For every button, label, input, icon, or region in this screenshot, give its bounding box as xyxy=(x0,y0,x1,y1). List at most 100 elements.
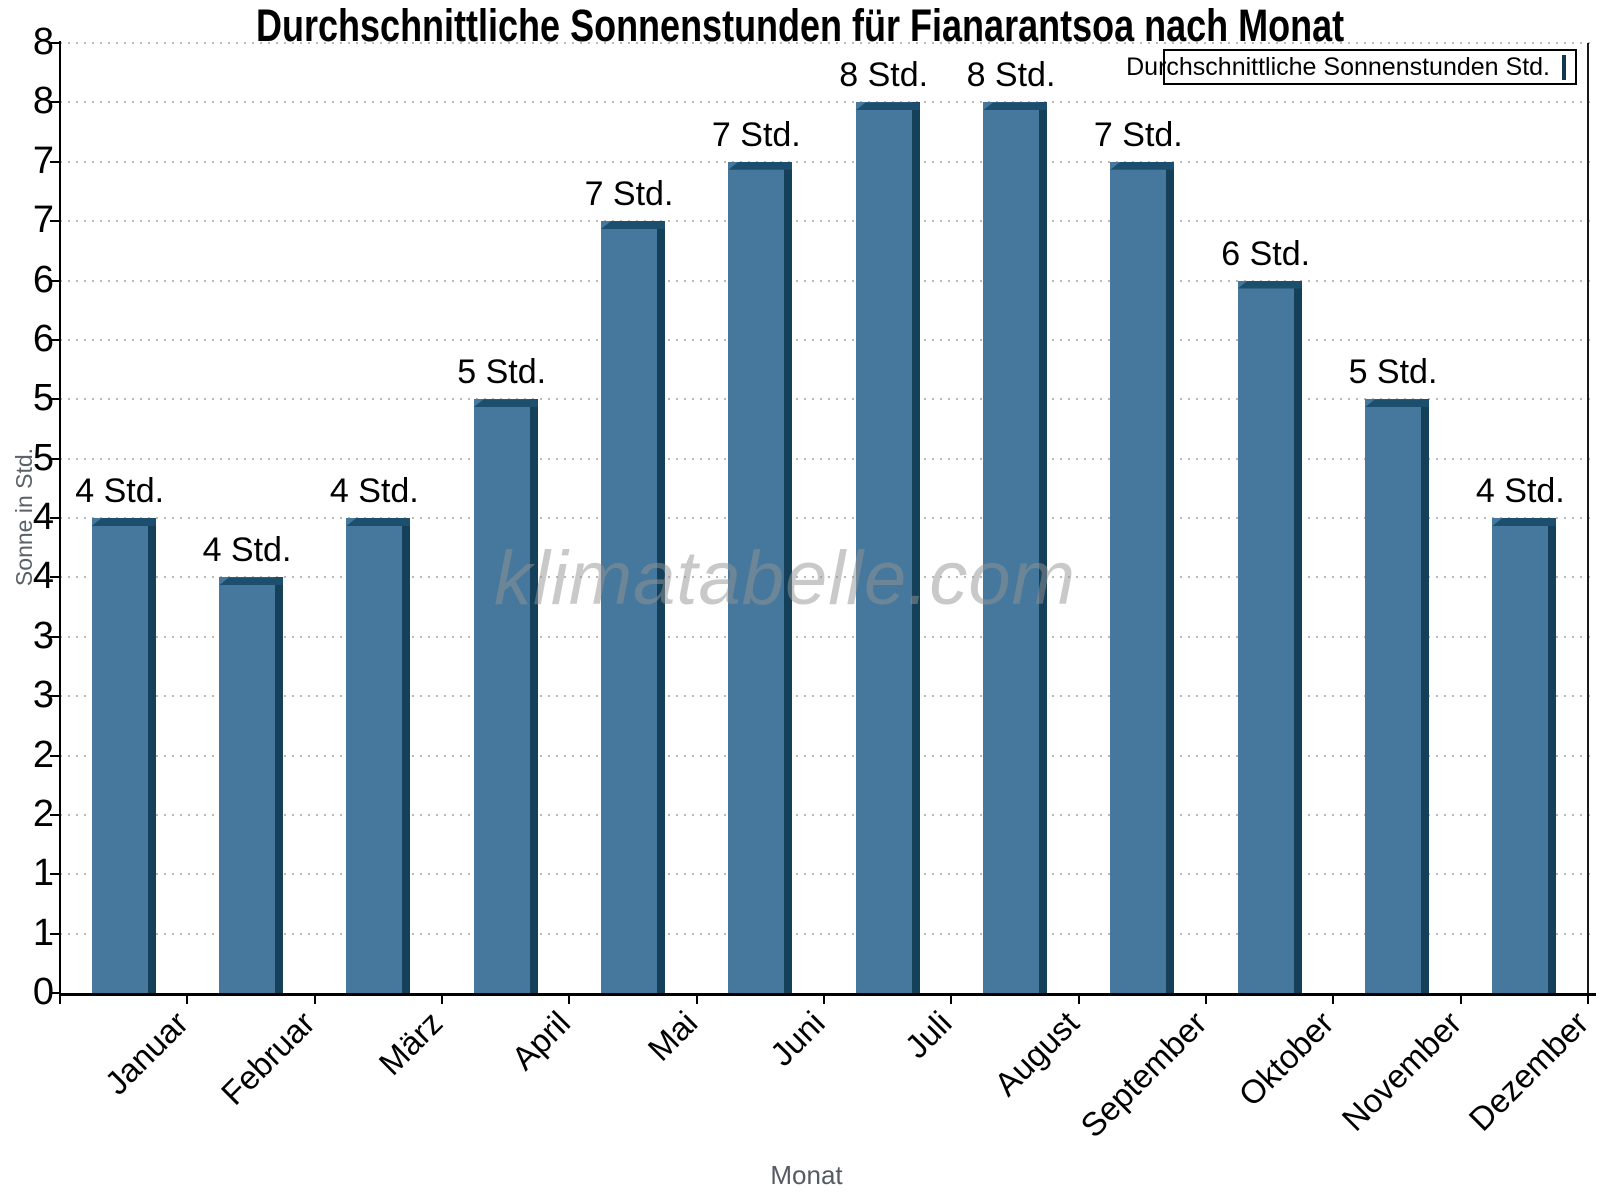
bar-value-label: 5 Std. xyxy=(1348,353,1438,392)
y-tick-label: 2 xyxy=(32,733,54,776)
gridline xyxy=(60,101,1596,104)
bar-juni xyxy=(728,161,793,993)
x-axis-tick xyxy=(823,993,825,1004)
bar-face xyxy=(473,399,538,993)
y-tick-label: 6 xyxy=(32,258,54,301)
bar-3d-side xyxy=(657,221,665,993)
x-tick-label-juni: Juni xyxy=(762,1004,832,1073)
y-axis-tick xyxy=(50,338,60,341)
bar-september xyxy=(1110,161,1175,993)
y-tick-label: 4 xyxy=(32,555,54,598)
bar-3d-side xyxy=(784,161,793,993)
y-tick-label: 7 xyxy=(32,139,54,182)
y-axis-tick xyxy=(50,517,60,519)
bar-value-label: 8 Std. xyxy=(839,56,929,95)
bar-3d-top xyxy=(728,161,793,170)
y-tick-label: 1 xyxy=(32,911,54,954)
x-axis-tick xyxy=(695,993,698,1004)
y-axis-tick xyxy=(50,873,60,876)
gridline xyxy=(60,576,1596,579)
x-tick-label-oktober: Oktober xyxy=(1231,1004,1341,1114)
x-axis-tick xyxy=(1077,993,1080,1004)
y-tick-label: 3 xyxy=(32,614,54,657)
plot-right-border xyxy=(1587,43,1589,993)
bar-face xyxy=(1237,280,1302,993)
x-tick-label-dezember: Dezember xyxy=(1461,1004,1596,1138)
y-axis-tick xyxy=(50,279,60,282)
y-tick-label: 4 xyxy=(32,496,54,538)
gridline xyxy=(60,754,1596,757)
bar-februar xyxy=(219,577,283,993)
y-tick-label: 0 xyxy=(32,971,54,1013)
bar-november xyxy=(1365,399,1429,993)
bar-face xyxy=(91,518,156,993)
x-axis-tick xyxy=(59,993,61,1004)
bar-3d-top xyxy=(473,399,538,408)
bar-3d-side xyxy=(1421,399,1429,993)
bar-3d-side xyxy=(529,399,538,993)
bar-value-label: 6 Std. xyxy=(1221,234,1311,273)
bar-3d-side xyxy=(1166,161,1175,993)
x-axis-tick xyxy=(1459,993,1462,1004)
bar-3d-side xyxy=(1548,518,1557,993)
bar-3d-side xyxy=(402,518,411,993)
legend-label: Durchschnittliche Sonnenstunden Std. xyxy=(1126,52,1550,81)
bar-face xyxy=(1365,399,1429,993)
bar-3d-side xyxy=(1293,280,1302,993)
y-tick-label: 5 xyxy=(32,377,54,420)
y-axis-tick xyxy=(50,42,60,44)
bar-value-label: 8 Std. xyxy=(966,56,1056,95)
bar-3d-top xyxy=(1110,161,1175,170)
gridline xyxy=(60,42,1596,44)
y-axis-tick xyxy=(50,635,60,638)
legend-swatch-icon xyxy=(1562,54,1566,80)
bar-3d-top xyxy=(601,221,665,230)
bar-3d-top xyxy=(346,518,411,526)
bar-3d-top xyxy=(91,518,156,526)
y-axis-tick xyxy=(50,695,60,698)
bar-face xyxy=(346,518,411,993)
bar-3d-side xyxy=(1039,102,1047,993)
x-axis-tick xyxy=(950,993,953,1004)
x-tick-label-november: November xyxy=(1334,1004,1469,1138)
bar-märz xyxy=(346,518,411,993)
x-tick-label-april: April xyxy=(503,1004,577,1077)
bar-3d-top xyxy=(1365,399,1429,408)
x-axis-tick xyxy=(1332,993,1335,1004)
y-axis-tick xyxy=(50,160,60,163)
y-tick-label: 7 xyxy=(32,199,54,242)
x-tick-label-september: September xyxy=(1073,1004,1214,1145)
gridline xyxy=(60,220,1596,223)
gridline xyxy=(60,457,1596,460)
gridline xyxy=(60,695,1596,698)
x-tick-label-januar: Januar xyxy=(97,1004,195,1102)
y-tick-label: 6 xyxy=(32,317,54,360)
bar-3d-top xyxy=(1237,280,1302,289)
bar-mai xyxy=(601,221,665,993)
y-axis-line xyxy=(59,41,61,995)
y-tick-label: 3 xyxy=(32,674,54,717)
bar-august xyxy=(983,102,1047,993)
y-tick-label: 8 xyxy=(32,21,54,63)
y-tick-label: 2 xyxy=(32,792,54,835)
x-tick-label-märz: März xyxy=(371,1004,450,1083)
legend: Durchschnittliche Sonnenstunden Std. xyxy=(1126,49,1577,85)
y-axis-tick xyxy=(50,457,60,460)
gridline xyxy=(60,635,1596,638)
gridline xyxy=(60,517,1596,519)
x-axis-title: Monat xyxy=(770,1160,843,1190)
y-axis-tick xyxy=(50,220,60,223)
y-tick-label: 8 xyxy=(32,80,54,123)
y-axis-tick xyxy=(50,576,60,579)
bar-face xyxy=(219,577,283,993)
y-axis-tick xyxy=(50,813,60,816)
x-axis-line xyxy=(59,993,1596,996)
gridline xyxy=(60,279,1596,282)
bar-face xyxy=(601,221,665,993)
x-tick-label-juli: Juli xyxy=(897,1004,959,1066)
bar-value-label: 7 Std. xyxy=(584,175,674,214)
bar-value-label: 7 Std. xyxy=(711,115,801,154)
x-axis-tick xyxy=(568,993,571,1004)
